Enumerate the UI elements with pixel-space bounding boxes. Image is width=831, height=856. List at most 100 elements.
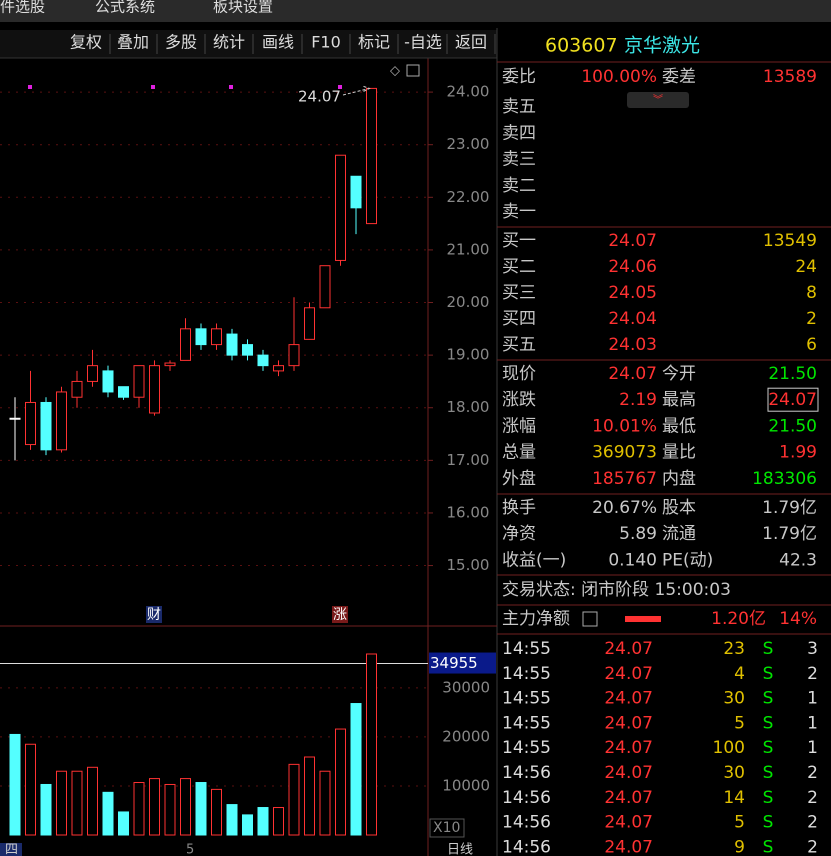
toolbar-button[interactable]: 复权 (70, 33, 102, 52)
quote-row: 外盘 (502, 469, 536, 489)
trade-row: 9 (734, 837, 745, 856)
toolbar-button[interactable]: 多股 (165, 33, 197, 52)
trade-row: 23 (723, 639, 745, 659)
candle-body (118, 386, 129, 398)
trade-row: 30 (723, 689, 745, 709)
order-ratio: 委差 (662, 67, 696, 87)
buy-row: 24 (795, 257, 817, 277)
trade-row: 14:56 (502, 813, 551, 833)
candle-body (56, 391, 67, 451)
marker: 财 (147, 607, 161, 623)
quote-row: 股本 (662, 498, 696, 518)
buy-row: 2 (806, 309, 817, 329)
trade-row: 14:56 (502, 788, 551, 808)
candle-body (319, 265, 331, 309)
trade-row: S (763, 837, 774, 856)
volume-bar (180, 778, 191, 836)
toolbar-button[interactable]: 返回 (455, 33, 487, 52)
trade-row: 14:56 (502, 837, 551, 856)
toolbar-button[interactable]: F10 (311, 33, 341, 52)
candle-body (87, 365, 98, 382)
candle-body (149, 365, 160, 414)
buy-row: 买二 (502, 257, 536, 277)
trade-row: S (763, 639, 774, 659)
order-ratio: 13589 (763, 67, 817, 87)
annotation: 24.07 (298, 88, 341, 106)
trade-row: 24.07 (604, 837, 653, 856)
candle-body (195, 328, 207, 346)
icon[interactable]: ◇ (390, 64, 400, 79)
menu-item[interactable]: 件选股 (0, 0, 45, 16)
trade-row: S (763, 763, 774, 783)
y-tick-label: 19.00 (447, 346, 490, 364)
buy-row: 买三 (502, 283, 536, 303)
volume-bar (226, 804, 238, 836)
volume-bar (40, 783, 52, 836)
volume-bar (304, 756, 315, 836)
quote-row: 1.99 (779, 443, 817, 463)
menu-item[interactable]: 公式系统 (95, 0, 155, 16)
trade-row: 24.07 (604, 664, 653, 684)
quote-row: 10.01% (592, 416, 657, 436)
y-tick-label: 20.00 (447, 293, 490, 311)
trade-row: 1 (807, 689, 818, 709)
tick-highlight (429, 652, 496, 674)
quote-row: 21.50 (768, 364, 817, 384)
candle-body (288, 344, 300, 367)
toolbar-button[interactable]: 叠加 (117, 33, 149, 52)
y-tick-label: 18.00 (447, 398, 490, 416)
trade-row: 2 (807, 664, 818, 684)
y-tick-label: 30000 (442, 678, 490, 696)
buy-row: 买四 (502, 309, 536, 329)
buy-row: 24.05 (608, 283, 657, 303)
capital-value: 1.20亿 (711, 609, 766, 629)
trade-row: 24.07 (604, 788, 653, 808)
x-label-box (0, 843, 22, 856)
quote-row: 涨跌 (502, 390, 536, 410)
quote-row: 内盘 (662, 469, 696, 489)
buy-row: 24.06 (608, 257, 657, 277)
sell-label: 卖五 (502, 97, 536, 117)
candle-body (9, 417, 21, 420)
candle-body (40, 401, 52, 451)
quote-row: PE(动) (662, 550, 713, 570)
trade-row: 5 (734, 813, 745, 833)
capital-pct: 14% (779, 609, 817, 629)
sell-label: 卖三 (502, 150, 536, 170)
volume-bar (335, 728, 346, 836)
menu-item[interactable]: 板块设置 (213, 0, 273, 16)
capital-bar (625, 616, 661, 622)
volume-bar (242, 814, 253, 836)
trade-row: 14:55 (502, 689, 551, 709)
trade-row: S (763, 788, 774, 808)
x-label: 日线 (447, 843, 473, 856)
sell-label: 卖一 (502, 202, 536, 222)
quote-row: 5.89 (619, 524, 657, 544)
annotation-arrow (342, 85, 371, 96)
collapse-button[interactable] (627, 92, 689, 108)
buy-row: 6 (806, 335, 817, 355)
x-label: 5 (186, 843, 194, 856)
candle-body (242, 344, 253, 356)
candle-body (335, 154, 346, 261)
x-label: 四 (5, 843, 18, 856)
toolbar-button[interactable]: 统计 (213, 33, 245, 52)
capital-label: 主力净额 (502, 609, 570, 629)
icon[interactable] (406, 64, 420, 77)
candle-body (71, 380, 83, 398)
quote-row: 24.07 (768, 390, 817, 410)
toolbar-button[interactable]: -自选 (404, 33, 442, 52)
candle-body (133, 365, 145, 398)
toolbar-button[interactable]: 标记 (358, 33, 390, 52)
candle-body (211, 328, 222, 346)
candle-body (102, 370, 114, 393)
candle-body (273, 365, 284, 372)
y-tick-label: 21.00 (447, 240, 490, 258)
quote-row: 1.79亿 (762, 498, 817, 518)
candle-body (226, 333, 238, 356)
quote-row: 总量 (502, 443, 536, 463)
trade-status: 交易状态: 闭市阶段 15:00:03 (502, 580, 731, 600)
volume-bar (25, 743, 36, 836)
toolbar-button[interactable]: 画线 (262, 33, 294, 52)
quote-row: 2.19 (619, 390, 657, 410)
